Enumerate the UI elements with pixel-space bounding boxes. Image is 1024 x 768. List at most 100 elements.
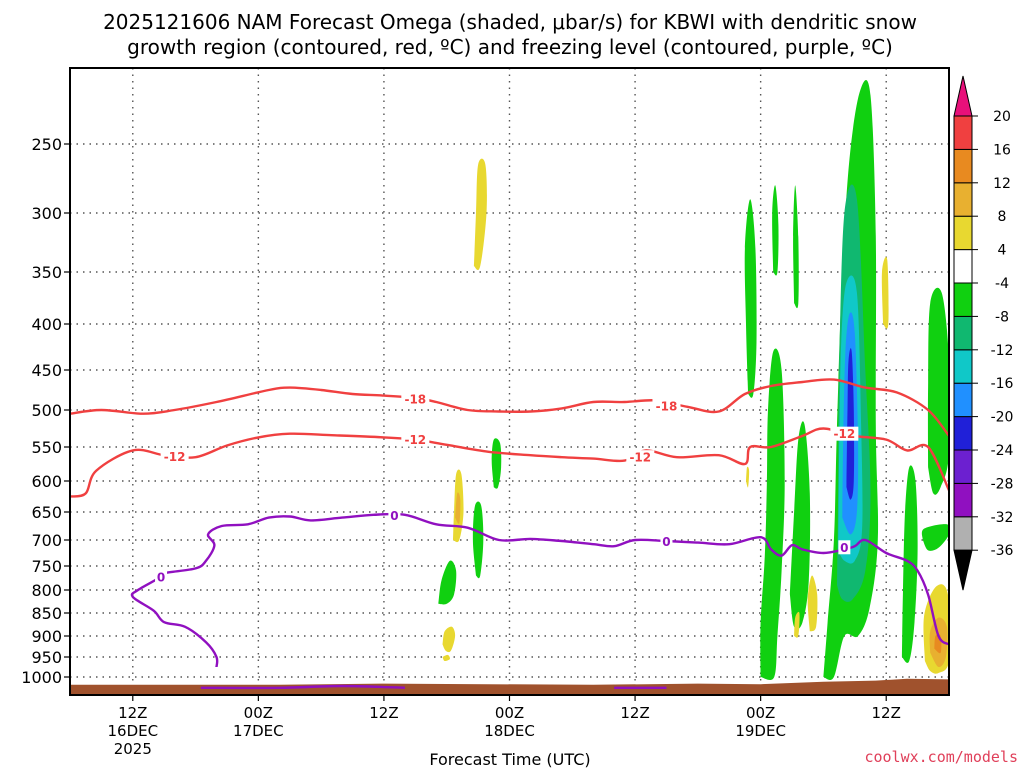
omega-region-green-pre-sunrise [438,560,457,605]
colorbar-bin--4-to-4 [953,249,973,284]
x-tick-6-line1: 12Z [118,704,147,722]
colorbar-tick-8: 8 [998,209,1007,225]
colorbar-bin-8-to-12 [953,182,973,217]
contour-freezing-level-surface-a [200,684,405,690]
terrain-fill [70,678,949,695]
contour-label-dendritic-minus12-2: -12 [629,451,651,465]
colorbar-bin--36-to--32 [953,516,973,551]
omega-shading [438,80,949,681]
colorbar-tick--12: -12 [991,343,1014,359]
colorbar-bin--12-to--8 [953,315,973,351]
gridlines [70,68,949,695]
y-tick-500: 500 [31,401,62,420]
x-tick-66-line2: 19DEC [735,722,786,740]
contour-label-dendritic-minus18-0: -18 [404,392,426,406]
contour-label-bg-dendritic-minus12-2 [626,450,655,465]
y-tick-850: 850 [31,604,62,623]
y-tick-1000: 1000 [21,668,62,687]
omega-region-sinking-yellow-low [442,626,456,653]
omega-region-green-upper-c [793,185,799,309]
contour-label-bg-dendritic-minus12-0 [160,449,189,464]
x-tick-54-line1: 12Z [620,704,649,722]
x-tick-18-line2: 17DEC [233,722,284,740]
colorbar-tick--4: -4 [995,276,1009,292]
y-tick-800: 800 [31,581,62,600]
colorbar-tick--32: -32 [991,510,1014,526]
colorbar-bin-4-to-8 [953,215,973,251]
y-tick-550: 550 [31,438,62,457]
omega-region-green-column-b [789,421,811,630]
omega-region-sinking-yellow-low-dot [442,654,451,662]
contour-dendritic-minus12 [70,427,949,498]
colorbar-tick-4: 4 [998,243,1007,259]
contour-label-bg-dendritic-minus18-0 [401,391,430,406]
contour-label-bg-freezing-level-2 [660,534,673,549]
colorbar-bin--8-to--4 [953,282,973,317]
y-tick-650: 650 [31,503,62,522]
colorbar-tick--36: -36 [991,543,1014,559]
contour-label-bg-dendritic-minus18-1 [652,399,681,413]
contour-dendritic-minus18 [70,378,949,437]
omega-region-rising-darkblue-core [846,348,855,500]
colorbar-bin--20-to--16 [953,382,973,418]
plot-area: -18 -18 -12 -12 -12 -12 0 0 0 0 [70,68,949,695]
credit-text: coolwx.com/models [864,748,1018,766]
omega-region-sinking-yellow-dendritic [746,466,750,488]
colorbar-tick--16: -16 [991,376,1014,392]
omega-region-green-sliver-b [491,438,502,489]
omega-region-sinking-yellow-e [794,611,800,638]
contour-label-bg-freezing-level-0 [155,570,168,585]
y-tick-250: 250 [31,135,62,154]
y-axis: 250 300 350 400 450 500 550 600 650 700 750 800 850 9… [21,135,70,687]
x-tick-6-line2: 16DEC [107,722,158,740]
omega-region-green-column-a [760,348,785,681]
omega-region-sinking-orange-mid [455,492,461,524]
colorbar-tick--20: -20 [991,410,1014,426]
omega-region-green-right-b [927,287,949,495]
colorbar-bin--24-to--20 [953,416,973,451]
y-tick-900: 900 [31,627,62,646]
contour-label-freezing-level-0: 0 [157,571,165,585]
y-tick-950: 950 [31,648,62,667]
x-tick-42-line1: 00Z [495,704,524,722]
contour-label-dendritic-minus12-3: -12 [834,427,856,441]
contour-label-dendritic-minus18-1: -18 [656,400,678,414]
colorbar-bin--16-to--12 [953,349,973,384]
omega-region-sinking-yellow-upper [473,158,487,271]
contour-label-bg-dendritic-minus12-3 [830,426,859,441]
contour-label-bg-freezing-level-3 [838,540,851,555]
chart-title-line2: growth region (contoured, red, ºC) and f… [127,35,893,59]
colorbar-bin-16-to-20 [953,115,973,150]
omega-region-green-right-a [901,465,918,663]
omega-region-green-right-c [921,524,949,551]
contour-label-freezing-level-1: 0 [390,509,398,523]
colorbar-tick--24: -24 [991,443,1014,459]
colorbar-tick--8: -8 [995,309,1009,325]
y-tick-350: 350 [31,263,62,282]
x-tick-18-line1: 00Z [244,704,273,722]
contour-label-bg-freezing-level-1 [388,508,401,523]
omega-region-green-upper-b [772,185,779,276]
x-tick-78-line1: 12Z [872,704,901,722]
y-tick-700: 700 [31,531,62,550]
y-tick-300: 300 [31,204,62,223]
colorbar-tick-12: 12 [993,176,1011,192]
terrain-layer [70,678,949,695]
colorbar: -36 -32 -28 -24 -20 -16 -12 -8 -4 4 8 12 16 20 [953,75,1014,591]
colorbar-bin-12-to-16 [953,148,973,184]
colorbar-under-triangle [953,549,973,591]
contour-label-bg-dendritic-minus12-1 [401,432,430,447]
y-tick-400: 400 [31,315,62,334]
colorbar-over-triangle [953,75,973,117]
x-tick-6-line3: 2025 [114,740,152,758]
contour-label-freezing-level-2: 0 [662,535,670,549]
y-tick-750: 750 [31,557,62,576]
x-axis-title: Forecast Time (UTC) [429,750,590,768]
contour-label-dendritic-minus12-0: -12 [164,450,186,464]
contour-lines: -18 -18 -12 -12 -12 -12 0 0 0 0 [70,378,949,690]
colorbar-bin--32-to--28 [953,482,973,518]
omega-region-green-upper-a [744,199,757,398]
omega-region-green-sliver-a [472,501,484,579]
x-tick-66-line1: 00Z [746,704,775,722]
